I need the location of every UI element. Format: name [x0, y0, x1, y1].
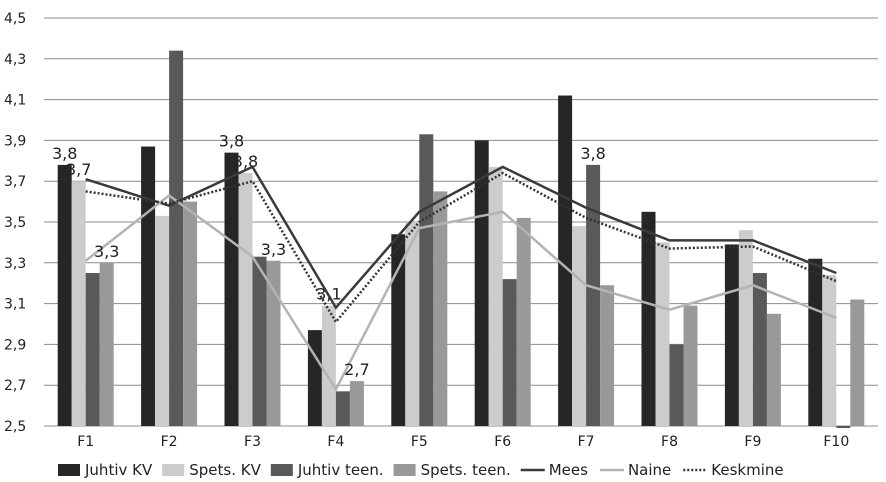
legend-swatch [162, 464, 185, 476]
y-tick-label: 3,5 [4, 215, 26, 231]
line-mees [85, 165, 837, 310]
bar-juhtiv-kv-f10 [808, 258, 823, 426]
x-tick-label: F7 [578, 434, 595, 450]
x-tick-label: F3 [244, 434, 261, 450]
bar-spets-teen--f2 [183, 201, 198, 426]
bar-spets-teen--f8 [683, 305, 698, 426]
bar-juhtiv-kv-f9 [724, 244, 739, 426]
data-label: 3,3 [94, 242, 119, 261]
bar-juhtiv-teen--f1 [85, 273, 100, 426]
y-tick-label: 3,7 [4, 174, 26, 190]
legend: Juhtiv KV Spets. KV Juhtiv teen. Spets. tee… [58, 461, 784, 479]
y-tick-label: 3,1 [4, 297, 26, 313]
bar-spets-teen--f4 [349, 381, 364, 426]
y-tick-label: 2,5 [4, 419, 26, 435]
bars [57, 50, 865, 429]
data-label: 3,8 [52, 144, 77, 163]
bar-juhtiv-teen--f5 [419, 134, 434, 426]
line-naine [84, 193, 837, 392]
legend-swatch [58, 464, 80, 476]
x-tick-label: F6 [494, 434, 511, 450]
bar-spets-kv-f6 [488, 166, 503, 427]
legend-swatch [393, 464, 416, 476]
bar-juhtiv-teen--f10 [836, 426, 851, 429]
bar-juhtiv-teen--f9 [752, 273, 767, 426]
legend-label: Naine [628, 461, 671, 479]
x-tick-label: F2 [161, 434, 178, 450]
y-tick-label: 3,3 [4, 256, 26, 272]
x-axis-ticks: F1 F2 F3 F4 F5 F6 F7 F8 F9 F10 [77, 434, 849, 450]
legend-label: Mees [549, 461, 588, 479]
y-tick-label: 2,7 [4, 378, 26, 394]
bar-spets-kv-f5 [405, 222, 420, 426]
data-label: 3,7 [66, 160, 91, 179]
legend-label: Juhtiv KV [84, 461, 153, 479]
bar-spets-kv-f4 [321, 305, 336, 426]
bar-juhtiv-kv-f6 [474, 140, 489, 426]
bar-spets-kv-f1 [71, 181, 86, 426]
legend-label: Spets. teen. [421, 461, 511, 479]
bar-juhtiv-teen--f6 [502, 279, 517, 426]
x-tick-label: F9 [744, 434, 761, 450]
bar-spets-kv-f7 [572, 226, 587, 426]
bar-spets-teen--f3 [266, 260, 281, 426]
legend-swatch [270, 464, 293, 476]
x-tick-label: F4 [327, 434, 344, 450]
bar-spets-kv-f2 [155, 215, 170, 426]
bar-spets-kv-f8 [655, 242, 670, 426]
x-tick-label: F1 [77, 434, 94, 450]
bar-juhtiv-kv-f5 [391, 234, 406, 426]
bar-spets-teen--f7 [600, 285, 615, 426]
bar-juhtiv-teen--f8 [669, 344, 684, 426]
bar-juhtiv-teen--f2 [169, 50, 184, 426]
y-tick-label: 2,9 [4, 337, 26, 353]
bar-juhtiv-teen--f4 [335, 391, 350, 426]
bar-juhtiv-kv-f2 [141, 146, 156, 426]
legend-label: Keskmine [711, 461, 783, 479]
y-tick-label: 4,3 [4, 52, 26, 68]
bar-spets-kv-f3 [238, 173, 253, 426]
y-tick-label: 3,9 [4, 133, 26, 149]
bar-spets-teen--f5 [433, 191, 448, 426]
data-label: 3,8 [580, 144, 605, 163]
y-axis-ticks: 2,5 2,7 2,9 3,1 3,3 3,5 3,7 3,9 4,1 4,3 4,5 [4, 11, 26, 435]
data-label: 3,1 [316, 285, 341, 304]
legend-label: Juhtiv teen. [297, 461, 384, 479]
y-tick-label: 4,5 [4, 11, 26, 27]
bar-spets-kv-f10 [822, 275, 837, 426]
bar-spets-teen--f6 [516, 217, 531, 426]
legend-label: Spets. KV [189, 461, 261, 479]
bar-spets-teen--f9 [766, 313, 781, 426]
x-tick-label: F10 [823, 434, 849, 450]
x-tick-label: F8 [661, 434, 678, 450]
bar-spets-kv-f9 [738, 230, 753, 426]
x-tick-label: F5 [411, 434, 428, 450]
y-tick-label: 4,1 [4, 93, 26, 109]
bar-juhtiv-kv-f7 [558, 95, 573, 427]
bar-spets-teen--f1 [99, 262, 114, 426]
bar-juhtiv-teen--f3 [252, 256, 267, 426]
bar-juhtiv-kv-f4 [307, 330, 322, 426]
lines [84, 165, 837, 392]
line-keskmine [85, 171, 837, 325]
bar-juhtiv-teen--f7 [586, 164, 601, 426]
bar-juhtiv-kv-f8 [641, 211, 656, 426]
bar-juhtiv-kv-f3 [224, 152, 239, 426]
data-label: 3,3 [261, 240, 286, 259]
data-label: 2,7 [344, 360, 369, 379]
data-label: 3,8 [233, 152, 258, 171]
data-label: 3,8 [219, 132, 244, 151]
bar-spets-teen--f10 [850, 299, 865, 426]
bar-juhtiv-kv-f1 [57, 164, 72, 426]
data-labels: 3,83,73,33,83,83,33,12,73,8 [52, 132, 606, 379]
